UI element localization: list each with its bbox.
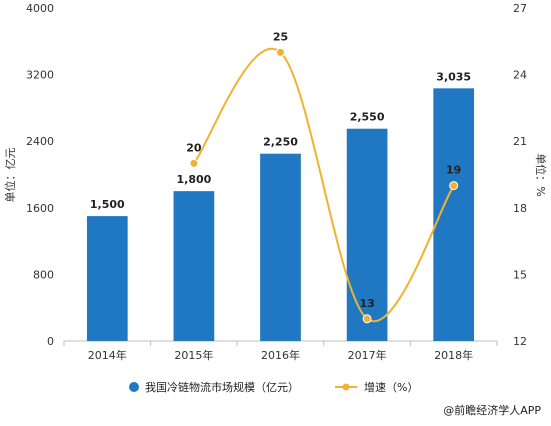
bar-value-label: 2,250 [263, 136, 298, 149]
bar [346, 128, 388, 341]
legend-line-label: 增速（%） [364, 380, 418, 394]
source-credit: @前瞻经济学人APP [443, 403, 541, 417]
x-tick-label: 2017年 [348, 348, 387, 362]
bar [173, 191, 215, 341]
growth-value-label: 19 [446, 164, 461, 177]
x-tick-label: 2015年 [174, 348, 213, 362]
axes-group: 0 800 1600 2400 3200 4000 12 15 18 21 24 27 单位：亿元 单位：… [3, 2, 548, 362]
legend-line-marker [342, 383, 350, 391]
growth-value-label: 20 [186, 141, 202, 154]
y-left-tick-label: 4000 [26, 2, 54, 15]
growth-line-group [189, 47, 459, 324]
bar [260, 153, 301, 341]
bar-value-label: 2,550 [350, 111, 385, 124]
x-tick-label: 2018年 [434, 348, 473, 362]
y-right-tick-label: 27 [513, 2, 527, 15]
y-right-tick-label: 15 [513, 268, 527, 281]
growth-point [276, 47, 285, 57]
bar-value-label: 1,500 [90, 198, 125, 211]
growth-value-label: 25 [273, 30, 288, 43]
y-right-tick-label: 12 [513, 335, 527, 348]
x-tick-label: 2014年 [88, 348, 127, 362]
growth-point [449, 181, 459, 191]
labels-group: 1,500 1,800 2,250 2,550 3,035 20 25 13 19 [90, 30, 471, 309]
y-left-tick-label: 1600 [26, 202, 54, 215]
legend-bar-marker [129, 382, 139, 392]
bars-group [86, 88, 475, 342]
growth-point [189, 158, 199, 168]
legend: 我国冷链物流市场规模（亿元） 增速（%） [129, 380, 418, 394]
bar [86, 216, 128, 341]
y-left-tick-label: 0 [47, 335, 54, 348]
y-left-tick-label: 800 [33, 268, 54, 281]
x-tick-label: 2016年 [261, 348, 300, 362]
legend-bar-label: 我国冷链物流市场规模（亿元） [145, 380, 299, 394]
y-right-tick-label: 18 [513, 202, 527, 215]
growth-point [362, 314, 372, 324]
growth-line [193, 47, 455, 323]
y-right-tick-label: 24 [513, 69, 527, 82]
y-right-axis-title: 单位：% [534, 153, 548, 196]
y-left-tick-label: 3200 [26, 69, 54, 82]
y-right-tick-label: 21 [513, 135, 527, 148]
bar-value-label: 1,800 [177, 173, 212, 186]
growth-value-label: 13 [359, 297, 374, 310]
y-left-axis-title: 单位：亿元 [3, 148, 17, 203]
bar-value-label: 3,035 [436, 70, 471, 83]
y-left-tick-label: 2400 [26, 135, 54, 148]
